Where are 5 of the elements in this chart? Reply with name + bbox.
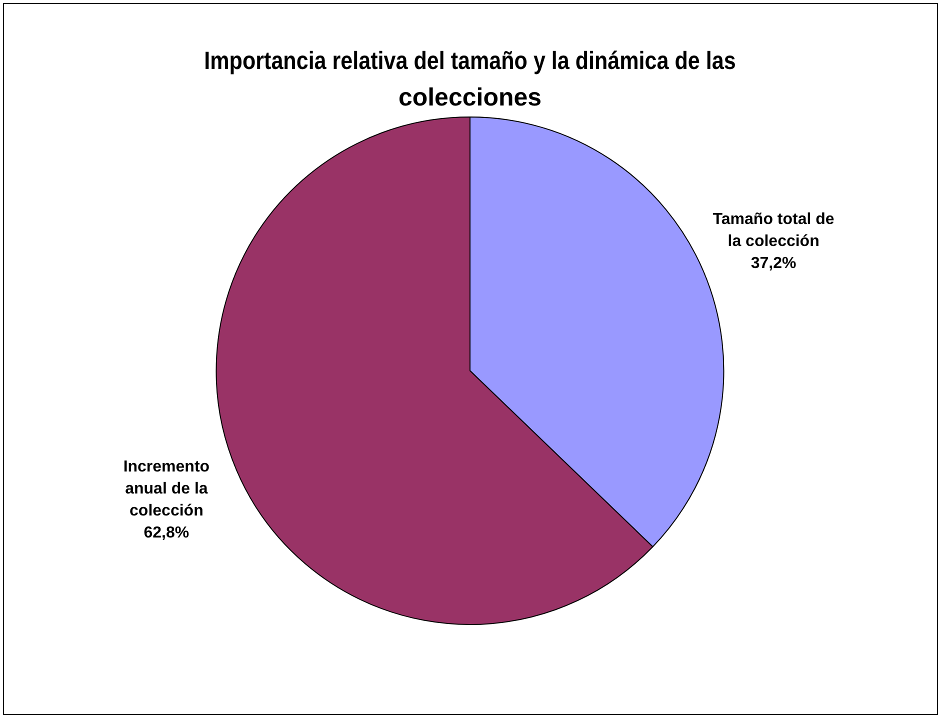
- slice-label: Incremento anual de la colección: [123, 458, 210, 520]
- data-label: 37,2%: [750, 255, 796, 272]
- data-label: 62,8%: [144, 524, 190, 542]
- chart-title: Importancia relativa del tamaño y la dinámica de las colecciones: [204, 46, 736, 112]
- slice-label: Tamaño total de la colección: [712, 211, 834, 250]
